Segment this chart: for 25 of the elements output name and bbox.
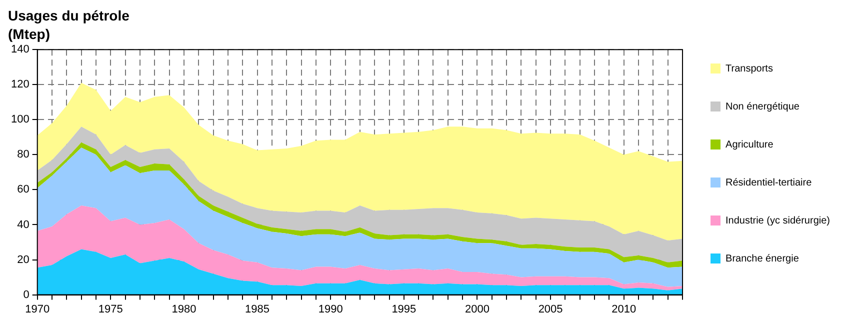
y-tick-label: 20: [17, 254, 30, 266]
x-tick-label: 2010: [612, 303, 636, 316]
y-tick-label: 80: [17, 148, 30, 161]
x-tick-label: 2005: [538, 303, 563, 316]
y-tick-label: 60: [17, 184, 30, 196]
x-tick-label: 1970: [25, 303, 50, 316]
legend-label: Résidentiel-tertiaire: [726, 177, 812, 188]
y-tick-label: 40: [17, 218, 30, 231]
y-tick-label: 100: [10, 114, 30, 126]
legend-label: Branche énergie: [726, 253, 800, 264]
x-tick-label: 1995: [392, 303, 416, 316]
y-tick-label: 0: [23, 288, 30, 301]
x-tick-label: 1975: [98, 303, 123, 316]
chart-title: Usages du pétrole: [8, 7, 130, 24]
legend-label: Agriculture: [726, 139, 774, 150]
y-tick-label: 140: [10, 44, 30, 56]
y-tick-label: 120: [10, 78, 30, 91]
x-tick-label: 1990: [318, 303, 343, 316]
x-tick-label: 1980: [172, 303, 196, 316]
x-tick-label: 1985: [245, 303, 270, 316]
legend-label: Transports: [726, 63, 773, 74]
chart-subtitle: (Mtep): [8, 26, 50, 42]
x-tick-label: 2000: [464, 303, 490, 316]
legend-label: Industrie (yc sidérurgie): [726, 215, 830, 226]
legend-label: Non énergétique: [726, 101, 800, 112]
